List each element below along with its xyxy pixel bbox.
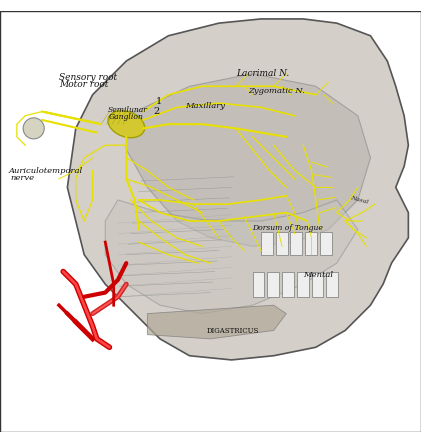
Text: Zygomatic N.: Zygomatic N. bbox=[248, 87, 305, 95]
Text: 2: 2 bbox=[154, 107, 160, 116]
Bar bbox=[312, 271, 323, 297]
Bar bbox=[261, 232, 273, 255]
Polygon shape bbox=[105, 200, 358, 314]
Bar bbox=[253, 271, 264, 297]
Polygon shape bbox=[147, 305, 286, 339]
Circle shape bbox=[23, 118, 44, 139]
Text: Lacrimal N.: Lacrimal N. bbox=[236, 69, 289, 78]
Bar bbox=[297, 271, 309, 297]
Text: Motor root: Motor root bbox=[59, 80, 108, 89]
Bar bbox=[320, 232, 332, 255]
Text: Dorsum of Tongue: Dorsum of Tongue bbox=[253, 224, 323, 232]
Bar bbox=[276, 232, 288, 255]
Polygon shape bbox=[126, 74, 370, 246]
Text: nerve: nerve bbox=[11, 174, 35, 182]
Text: Auriculotemporal: Auriculotemporal bbox=[8, 167, 83, 175]
Text: Sensory root: Sensory root bbox=[59, 72, 117, 81]
Text: Semilunar: Semilunar bbox=[107, 107, 147, 114]
Text: Ganglion: Ganglion bbox=[109, 113, 144, 121]
Bar bbox=[326, 271, 338, 297]
Text: Nasal: Nasal bbox=[349, 196, 368, 205]
Text: 1: 1 bbox=[156, 97, 162, 106]
Ellipse shape bbox=[108, 110, 145, 138]
Text: DIGASTRICUS: DIGASTRICUS bbox=[206, 327, 258, 335]
Polygon shape bbox=[67, 19, 408, 360]
Bar bbox=[290, 232, 302, 255]
Bar bbox=[305, 232, 317, 255]
Text: Mental: Mental bbox=[303, 271, 333, 278]
Bar bbox=[282, 271, 294, 297]
Text: Maxillary: Maxillary bbox=[185, 102, 225, 110]
Bar bbox=[267, 271, 279, 297]
